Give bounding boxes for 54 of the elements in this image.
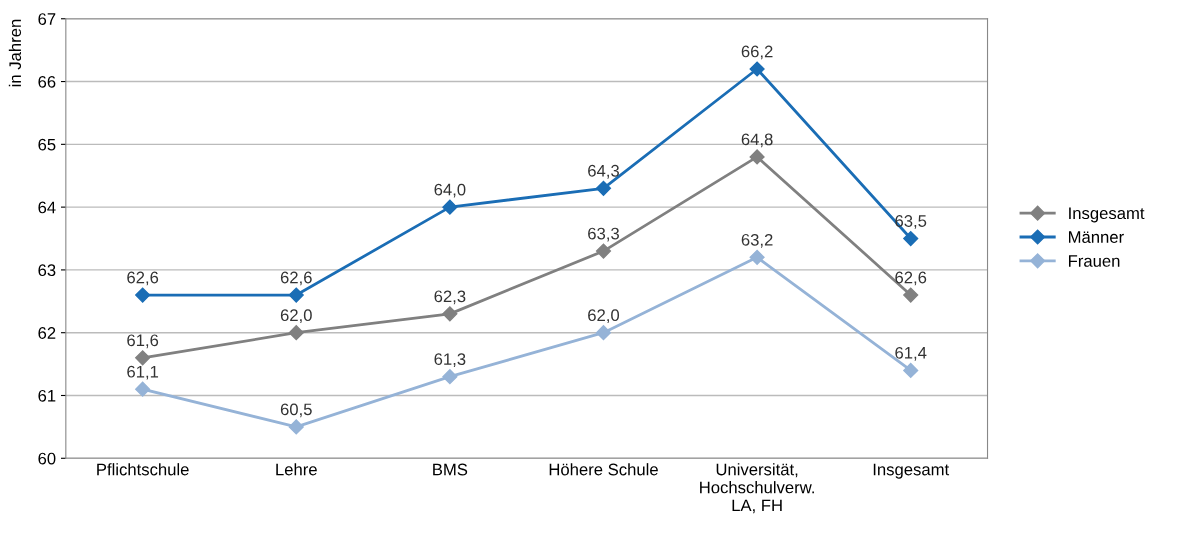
x-tick-label: Lehre xyxy=(276,463,317,476)
point xyxy=(595,243,612,259)
y-tick-label: 64 xyxy=(38,201,56,214)
y-tick-label: 60 xyxy=(38,452,56,465)
x-tick-label: BMS xyxy=(433,463,468,476)
data-label: 62,6 xyxy=(127,271,159,286)
data-label: 66,2 xyxy=(741,45,773,60)
point xyxy=(135,350,151,366)
data-label: 61,6 xyxy=(127,334,159,349)
point xyxy=(749,149,765,165)
point xyxy=(288,325,304,341)
y-tick-label: 62 xyxy=(38,327,56,339)
point xyxy=(749,249,765,265)
point xyxy=(595,180,612,196)
data-label: 61,3 xyxy=(434,353,466,367)
point xyxy=(595,325,612,341)
data-label: 62,0 xyxy=(280,309,312,324)
y-axis-title: in Jahren xyxy=(8,19,22,87)
legend-label: Frauen xyxy=(1068,255,1120,267)
x-tick-label: Insgesamt xyxy=(873,463,950,479)
data-label: 63,5 xyxy=(895,215,927,229)
data-label: 64,3 xyxy=(588,164,619,179)
x-tick-label: Höhere Schule xyxy=(549,463,658,476)
data-label: 62,3 xyxy=(434,290,466,305)
data-label: 63,3 xyxy=(588,227,619,242)
point xyxy=(288,287,304,303)
y-tick-label: 63 xyxy=(38,264,56,277)
y-tick-label: 61 xyxy=(38,389,56,402)
point xyxy=(903,287,919,303)
data-label: 60,5 xyxy=(280,403,312,418)
data-label: 62,0 xyxy=(588,309,620,324)
data-label: 61,4 xyxy=(895,346,927,361)
x-tick-label: Pflichtschule xyxy=(97,463,189,476)
point xyxy=(749,61,765,77)
point xyxy=(288,419,304,435)
point xyxy=(135,287,151,303)
data-label: 61,1 xyxy=(127,365,159,380)
data-label: 64,8 xyxy=(741,133,773,148)
point xyxy=(442,306,458,322)
y-tick-label: 65 xyxy=(38,138,56,151)
point xyxy=(903,230,919,247)
data-label: 62,6 xyxy=(280,271,312,286)
y-tick-label: 66 xyxy=(38,75,56,88)
x-tick-label: Universität, Hochschulverw. LA, FH xyxy=(700,463,814,514)
point xyxy=(903,362,919,378)
data-label: 63,2 xyxy=(741,233,773,248)
data-label: 64,0 xyxy=(434,183,466,198)
point xyxy=(135,381,151,397)
data-label: 62,6 xyxy=(895,271,927,286)
legend-label: Insgesamt xyxy=(1069,207,1145,223)
point xyxy=(442,199,458,215)
point xyxy=(442,369,458,385)
legend-label: Männer xyxy=(1068,231,1124,243)
y-tick-label: 67 xyxy=(38,13,56,25)
